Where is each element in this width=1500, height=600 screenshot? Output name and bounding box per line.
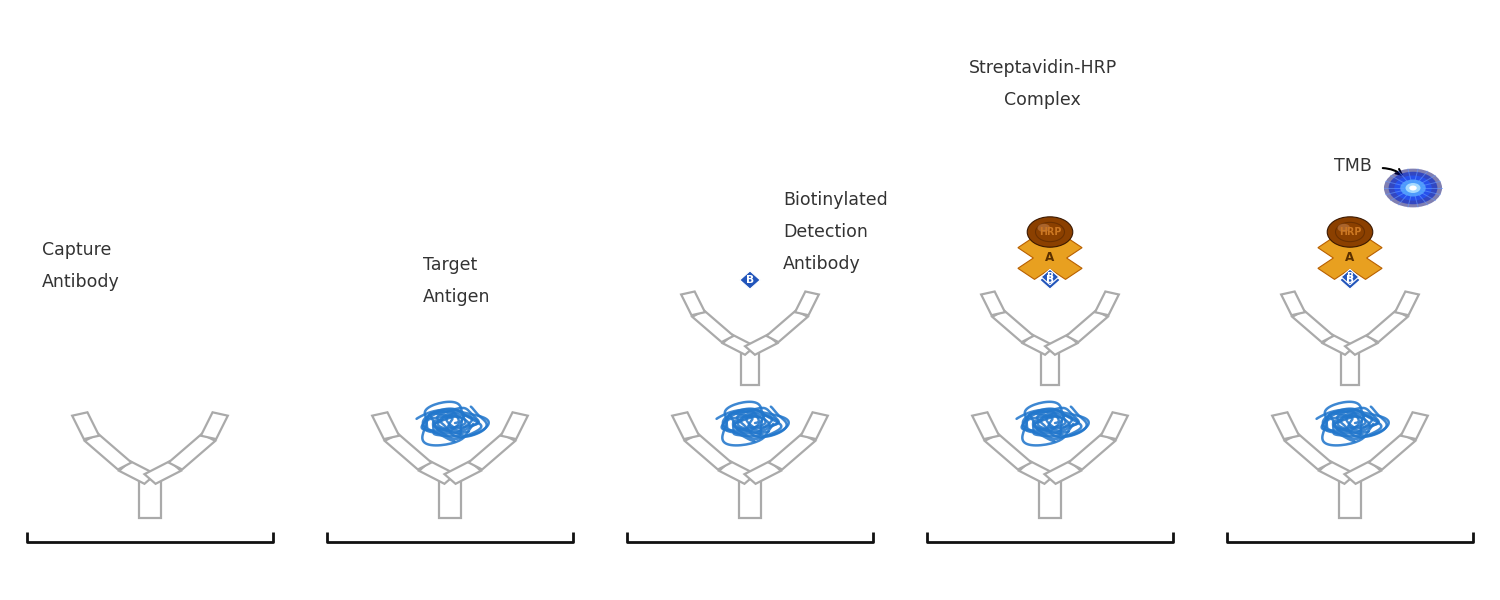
Polygon shape — [1366, 311, 1408, 342]
Circle shape — [1028, 217, 1072, 247]
Polygon shape — [723, 335, 754, 355]
Polygon shape — [72, 412, 99, 439]
Circle shape — [1401, 179, 1425, 196]
Text: B: B — [1046, 275, 1054, 285]
Polygon shape — [744, 461, 782, 484]
Circle shape — [1384, 169, 1442, 208]
Polygon shape — [1323, 335, 1354, 355]
Polygon shape — [1395, 292, 1419, 315]
Polygon shape — [1044, 461, 1082, 484]
Polygon shape — [1341, 350, 1359, 385]
Polygon shape — [740, 271, 760, 289]
Polygon shape — [718, 461, 756, 484]
Text: Capture: Capture — [42, 241, 111, 259]
Circle shape — [1035, 223, 1065, 242]
Circle shape — [1410, 185, 1416, 190]
Polygon shape — [740, 479, 760, 518]
Circle shape — [1406, 183, 1420, 193]
Polygon shape — [1368, 434, 1416, 469]
Polygon shape — [768, 434, 816, 469]
Polygon shape — [384, 434, 432, 469]
Polygon shape — [1101, 412, 1128, 439]
Text: Antigen: Antigen — [423, 288, 490, 306]
Circle shape — [1389, 172, 1437, 204]
Polygon shape — [1068, 434, 1116, 469]
Polygon shape — [440, 479, 460, 518]
Polygon shape — [1281, 292, 1305, 315]
Polygon shape — [1019, 236, 1082, 280]
Polygon shape — [1341, 269, 1359, 285]
Polygon shape — [1346, 335, 1377, 355]
Circle shape — [1338, 224, 1350, 232]
Polygon shape — [681, 292, 705, 315]
Polygon shape — [741, 350, 759, 385]
Circle shape — [1335, 223, 1365, 242]
Text: TMB: TMB — [1334, 157, 1372, 175]
Polygon shape — [746, 335, 777, 355]
Polygon shape — [168, 434, 216, 469]
Polygon shape — [1292, 311, 1334, 342]
Text: B: B — [1047, 272, 1053, 281]
Text: HRP: HRP — [1340, 227, 1360, 237]
Polygon shape — [692, 311, 734, 342]
Polygon shape — [1344, 461, 1382, 484]
Circle shape — [1395, 175, 1431, 200]
Polygon shape — [1340, 479, 1360, 518]
Polygon shape — [1046, 335, 1077, 355]
Polygon shape — [992, 311, 1033, 342]
Polygon shape — [501, 412, 528, 439]
Polygon shape — [1023, 335, 1054, 355]
Polygon shape — [468, 434, 516, 469]
Polygon shape — [1318, 461, 1356, 484]
Polygon shape — [372, 412, 399, 439]
Polygon shape — [419, 461, 456, 484]
Polygon shape — [672, 412, 699, 439]
Polygon shape — [1019, 461, 1056, 484]
Text: Antibody: Antibody — [42, 273, 120, 291]
Text: Complex: Complex — [1004, 91, 1082, 109]
Text: B: B — [1347, 272, 1353, 281]
Text: A: A — [1046, 251, 1054, 265]
Polygon shape — [201, 412, 228, 439]
Polygon shape — [144, 461, 182, 484]
Polygon shape — [984, 434, 1032, 469]
Circle shape — [1038, 224, 1050, 232]
Polygon shape — [1040, 479, 1060, 518]
Text: Target: Target — [423, 256, 477, 274]
Polygon shape — [795, 292, 819, 315]
Polygon shape — [684, 434, 732, 469]
Polygon shape — [766, 311, 808, 342]
Polygon shape — [84, 434, 132, 469]
Polygon shape — [972, 412, 999, 439]
Polygon shape — [118, 461, 156, 484]
Polygon shape — [1066, 311, 1108, 342]
Text: Biotinylated: Biotinylated — [783, 191, 888, 209]
Polygon shape — [1284, 434, 1332, 469]
Polygon shape — [1040, 271, 1060, 289]
Text: Streptavidin-HRP: Streptavidin-HRP — [969, 59, 1116, 77]
Polygon shape — [1041, 350, 1059, 385]
Text: Antibody: Antibody — [783, 255, 861, 273]
Circle shape — [1328, 217, 1372, 247]
Text: A: A — [1346, 251, 1354, 265]
Text: B: B — [746, 275, 754, 285]
Polygon shape — [1272, 412, 1299, 439]
Text: HRP: HRP — [1040, 227, 1060, 237]
Polygon shape — [1095, 292, 1119, 315]
Polygon shape — [981, 292, 1005, 315]
Polygon shape — [1041, 269, 1059, 285]
Text: B: B — [1346, 275, 1354, 285]
Polygon shape — [801, 412, 828, 439]
Polygon shape — [140, 479, 160, 518]
Polygon shape — [1401, 412, 1428, 439]
Polygon shape — [444, 461, 482, 484]
Polygon shape — [1340, 271, 1360, 289]
Polygon shape — [1318, 236, 1382, 280]
Text: Detection: Detection — [783, 223, 868, 241]
